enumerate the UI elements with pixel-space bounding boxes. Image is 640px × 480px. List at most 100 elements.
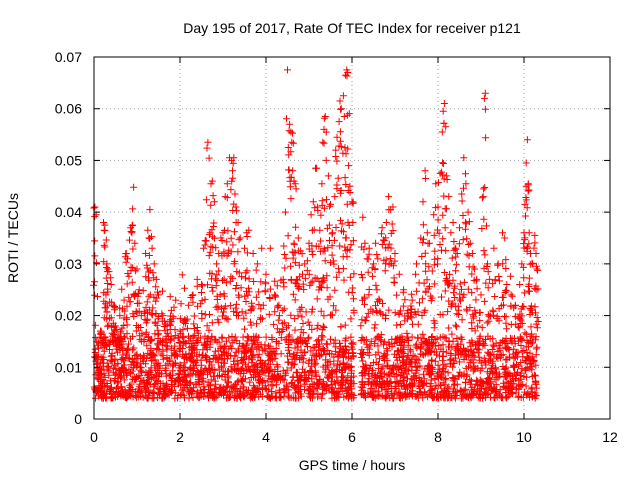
data-point — [457, 386, 465, 394]
data-point — [494, 373, 502, 381]
data-point — [398, 365, 406, 372]
data-point — [203, 322, 211, 330]
data-point — [261, 278, 269, 286]
data-point — [335, 118, 343, 126]
data-point — [367, 391, 375, 398]
data-point — [422, 391, 430, 398]
data-point — [435, 342, 443, 349]
data-point — [281, 208, 289, 216]
data-point — [219, 277, 226, 284]
data-point — [167, 377, 175, 384]
data-point — [111, 306, 118, 314]
data-point — [208, 284, 216, 291]
data-point — [481, 297, 489, 305]
data-point — [331, 347, 339, 355]
data-point — [166, 293, 174, 301]
data-point — [462, 180, 470, 188]
data-point — [530, 357, 538, 365]
data-point — [95, 367, 103, 374]
data-point — [103, 315, 111, 323]
data-point — [244, 337, 252, 345]
data-point — [138, 337, 146, 345]
data-point — [452, 392, 460, 399]
data-point — [92, 394, 99, 402]
y-tick-label: 0.04 — [55, 204, 82, 220]
data-point — [528, 393, 536, 401]
data-point — [519, 263, 527, 271]
data-point — [239, 377, 246, 385]
data-point — [526, 349, 534, 357]
data-point — [169, 312, 177, 320]
data-point — [137, 324, 145, 331]
data-point — [236, 234, 244, 242]
data-point — [125, 365, 133, 373]
data-point — [400, 374, 408, 381]
data-point — [234, 248, 242, 256]
data-point — [207, 389, 215, 397]
data-point — [502, 393, 510, 401]
data-point — [130, 344, 138, 352]
data-point — [101, 221, 109, 229]
data-point — [474, 322, 482, 330]
data-point — [200, 385, 208, 393]
data-point — [361, 239, 369, 247]
data-point — [456, 280, 464, 288]
data-point — [320, 139, 328, 147]
data-point — [317, 237, 325, 245]
data-point — [102, 394, 110, 402]
data-point — [489, 306, 497, 314]
data-point — [434, 361, 442, 369]
data-point — [511, 363, 519, 371]
data-point — [484, 284, 492, 292]
data-point — [276, 388, 284, 396]
data-point — [141, 309, 149, 317]
data-point — [416, 383, 424, 390]
data-point — [505, 385, 513, 392]
data-point — [133, 322, 141, 329]
data-point — [473, 345, 481, 353]
data-point — [377, 368, 385, 376]
data-point — [288, 248, 296, 256]
data-point — [531, 239, 539, 247]
data-point — [318, 326, 326, 334]
data-point — [249, 356, 256, 364]
data-point — [445, 297, 453, 305]
data-point — [198, 297, 206, 305]
data-point — [228, 177, 236, 185]
data-point — [298, 250, 306, 258]
data-point — [146, 235, 154, 242]
data-point — [486, 352, 494, 360]
data-point — [114, 383, 122, 391]
data-point — [412, 270, 420, 278]
data-point — [456, 368, 464, 376]
data-point — [338, 346, 346, 354]
data-point — [148, 311, 156, 319]
data-point — [434, 216, 442, 224]
data-point — [462, 225, 469, 233]
data-point — [243, 249, 251, 257]
data-point — [312, 385, 320, 393]
data-point — [162, 342, 170, 350]
data-point — [452, 267, 460, 275]
data-point — [223, 252, 231, 260]
data-point — [324, 373, 332, 381]
data-point — [287, 311, 295, 319]
data-point — [215, 318, 223, 326]
data-point — [200, 368, 207, 376]
data-point — [468, 289, 476, 297]
data-point — [315, 352, 323, 360]
data-point — [447, 351, 455, 359]
data-point — [148, 244, 156, 252]
data-point — [522, 194, 530, 201]
data-point — [189, 291, 197, 299]
data-point — [304, 335, 312, 343]
data-point — [423, 229, 431, 237]
data-point — [287, 173, 295, 181]
data-point — [306, 321, 314, 329]
data-point — [483, 222, 490, 230]
data-point — [499, 260, 507, 268]
data-point — [309, 198, 317, 206]
data-point — [496, 386, 504, 394]
data-point — [121, 334, 129, 342]
data-point — [524, 390, 532, 397]
